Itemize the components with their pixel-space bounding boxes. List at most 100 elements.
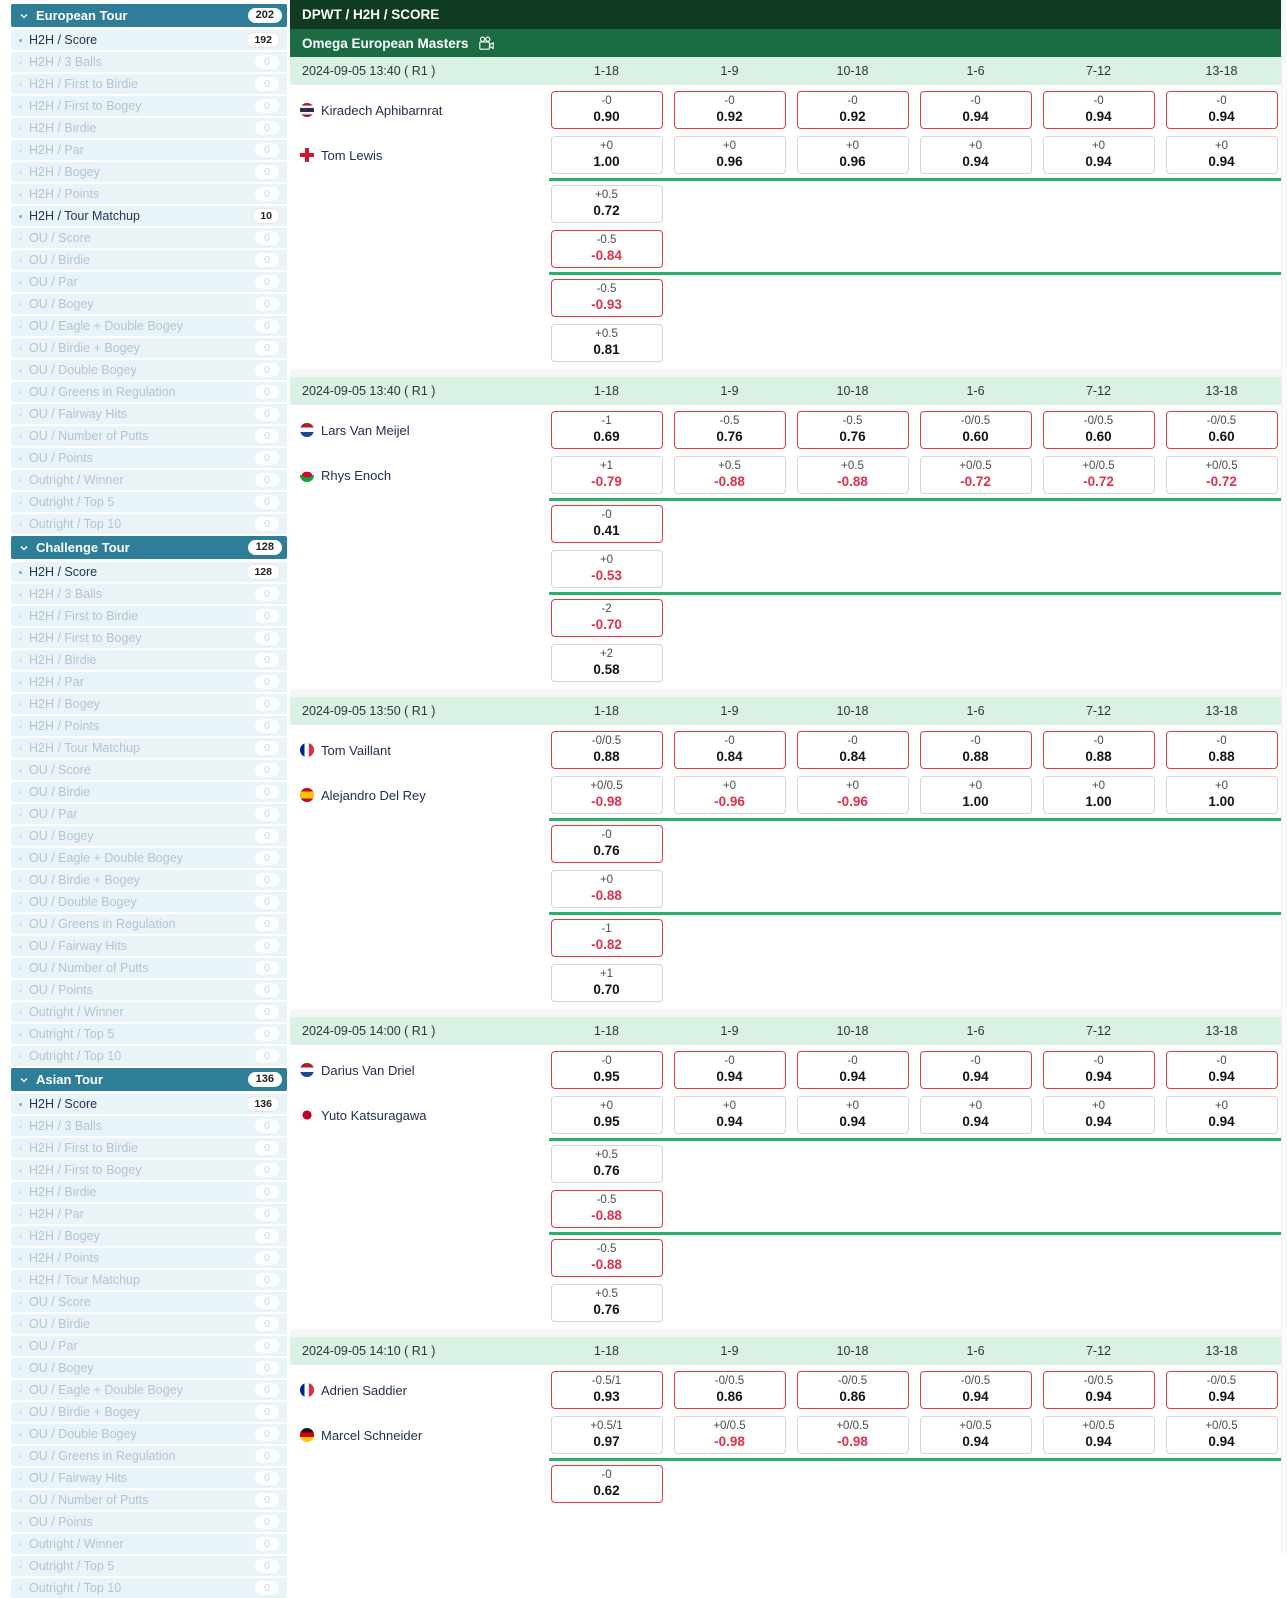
sidebar-item[interactable]: H2H / Birdie 0 xyxy=(11,1182,287,1202)
sidebar-item[interactable]: OU / Score 0 xyxy=(11,760,287,780)
sidebar-item[interactable]: H2H / Par 0 xyxy=(11,140,287,160)
odds-box[interactable]: -1 -0.82 xyxy=(550,919,663,957)
odds-box[interactable]: -0/0.5 0.60 xyxy=(1165,411,1278,449)
odds-box[interactable]: -0 0.62 xyxy=(550,1465,663,1503)
odds-box[interactable]: +0 1.00 xyxy=(1042,776,1155,814)
sidebar-item[interactable]: OU / Eagle + Double Bogey 0 xyxy=(11,316,287,336)
odds-box[interactable]: +0 1.00 xyxy=(1165,776,1278,814)
sidebar-item[interactable]: OU / Birdie + Bogey 0 xyxy=(11,1402,287,1422)
odds-box[interactable]: -0 0.94 xyxy=(919,91,1032,129)
odds-box[interactable]: +0/0.5 -0.72 xyxy=(1165,456,1278,494)
odds-box[interactable]: -0.5 0.76 xyxy=(673,411,786,449)
odds-box[interactable]: -0 0.84 xyxy=(673,731,786,769)
odds-box[interactable]: -0/0.5 0.60 xyxy=(1042,411,1155,449)
odds-box[interactable]: +0.5 0.76 xyxy=(550,1145,663,1183)
odds-box[interactable]: +0/0.5 -0.98 xyxy=(796,1416,909,1454)
tour-section-header[interactable]: Asian Tour 136 xyxy=(11,1068,287,1091)
sidebar-item[interactable]: OU / Birdie 0 xyxy=(11,250,287,270)
tour-section-header[interactable]: Challenge Tour 128 xyxy=(11,536,287,559)
sidebar-item[interactable]: OU / Bogey 0 xyxy=(11,826,287,846)
odds-box[interactable]: -0 0.41 xyxy=(550,505,663,543)
odds-box[interactable]: -0.5 0.76 xyxy=(796,411,909,449)
sidebar-item[interactable]: H2H / Points 0 xyxy=(11,184,287,204)
odds-box[interactable]: +0 0.94 xyxy=(673,1096,786,1134)
odds-box[interactable]: +0.5 0.72 xyxy=(550,185,663,223)
sidebar-item[interactable]: OU / Number of Putts 0 xyxy=(11,958,287,978)
sidebar-item[interactable]: H2H / First to Birdie 0 xyxy=(11,1138,287,1158)
sidebar-item[interactable]: Outright / Top 5 0 xyxy=(11,492,287,512)
odds-box[interactable]: +0 0.95 xyxy=(550,1096,663,1134)
odds-box[interactable]: -0 0.94 xyxy=(1165,1051,1278,1089)
odds-box[interactable]: -0 0.92 xyxy=(673,91,786,129)
sidebar-item[interactable]: H2H / Bogey 0 xyxy=(11,162,287,182)
sidebar-item[interactable]: Outright / Top 10 0 xyxy=(11,514,287,534)
odds-box[interactable]: +0.5 0.76 xyxy=(550,1284,663,1322)
sidebar-item[interactable]: H2H / Birdie 0 xyxy=(11,650,287,670)
video-camera-icon[interactable] xyxy=(478,36,494,51)
odds-box[interactable]: -0.5 -0.88 xyxy=(550,1239,663,1277)
sidebar-item[interactable]: H2H / First to Bogey 0 xyxy=(11,628,287,648)
odds-box[interactable]: -0/0.5 0.94 xyxy=(1165,1371,1278,1409)
odds-box[interactable]: +0.5 0.81 xyxy=(550,324,663,362)
odds-box[interactable]: -0 0.84 xyxy=(796,731,909,769)
odds-box[interactable]: -0 0.94 xyxy=(673,1051,786,1089)
odds-box[interactable]: +1 0.70 xyxy=(550,964,663,1002)
odds-box[interactable]: +0 0.94 xyxy=(919,136,1032,174)
odds-box[interactable]: -0 0.88 xyxy=(919,731,1032,769)
sidebar-item[interactable]: H2H / Points 0 xyxy=(11,1248,287,1268)
sidebar-item[interactable]: OU / Greens in Regulation 0 xyxy=(11,382,287,402)
sidebar-item[interactable]: H2H / First to Birdie 0 xyxy=(11,606,287,626)
sidebar-item[interactable]: H2H / First to Bogey 0 xyxy=(11,1160,287,1180)
odds-box[interactable]: -0 0.95 xyxy=(550,1051,663,1089)
sidebar-item[interactable]: OU / Eagle + Double Bogey 0 xyxy=(11,1380,287,1400)
odds-box[interactable]: +0 -0.96 xyxy=(796,776,909,814)
sidebar-item[interactable]: OU / Birdie + Bogey 0 xyxy=(11,870,287,890)
sidebar-item[interactable]: OU / Number of Putts 0 xyxy=(11,1490,287,1510)
odds-box[interactable]: +0/0.5 -0.72 xyxy=(919,456,1032,494)
tour-section-header[interactable]: European Tour 202 xyxy=(11,4,287,27)
sidebar-item[interactable]: OU / Points 0 xyxy=(11,1512,287,1532)
sidebar-item[interactable]: H2H / Points 0 xyxy=(11,716,287,736)
sidebar-item[interactable]: OU / Bogey 0 xyxy=(11,294,287,314)
sidebar-item[interactable]: H2H / 3 Balls 0 xyxy=(11,52,287,72)
odds-box[interactable]: -0/0.5 0.88 xyxy=(550,731,663,769)
odds-box[interactable]: +0.5/1 0.97 xyxy=(550,1416,663,1454)
odds-box[interactable]: +0/0.5 0.94 xyxy=(1042,1416,1155,1454)
odds-box[interactable]: -0 0.94 xyxy=(919,1051,1032,1089)
sidebar-item[interactable]: H2H / Bogey 0 xyxy=(11,1226,287,1246)
sidebar-item[interactable]: OU / Par 0 xyxy=(11,1336,287,1356)
odds-box[interactable]: +0/0.5 -0.72 xyxy=(1042,456,1155,494)
odds-box[interactable]: +0/0.5 -0.98 xyxy=(550,776,663,814)
odds-box[interactable]: +2 0.58 xyxy=(550,644,663,682)
sidebar-item[interactable]: OU / Bogey 0 xyxy=(11,1358,287,1378)
odds-box[interactable]: +0 1.00 xyxy=(919,776,1032,814)
sidebar-item[interactable]: Outright / Winner 0 xyxy=(11,1534,287,1554)
sidebar-item[interactable]: OU / Points 0 xyxy=(11,980,287,1000)
odds-box[interactable]: +0/0.5 -0.98 xyxy=(673,1416,786,1454)
odds-box[interactable]: +0 0.94 xyxy=(796,1096,909,1134)
sidebar-item[interactable]: H2H / Score 192 xyxy=(11,30,287,50)
sidebar-item[interactable]: H2H / Tour Matchup 0 xyxy=(11,1270,287,1290)
sidebar-item[interactable]: Outright / Winner 0 xyxy=(11,470,287,490)
sidebar-item[interactable]: H2H / First to Birdie 0 xyxy=(11,74,287,94)
sidebar-item[interactable]: Outright / Top 10 0 xyxy=(11,1046,287,1066)
odds-box[interactable]: -0.5/1 0.93 xyxy=(550,1371,663,1409)
sidebar-item[interactable]: OU / Greens in Regulation 0 xyxy=(11,914,287,934)
sidebar-item[interactable]: OU / Score 0 xyxy=(11,1292,287,1312)
odds-box[interactable]: +0 -0.53 xyxy=(550,550,663,588)
sidebar-item[interactable]: OU / Number of Putts 0 xyxy=(11,426,287,446)
sidebar-item[interactable]: OU / Par 0 xyxy=(11,272,287,292)
sidebar-item[interactable]: H2H / Bogey 0 xyxy=(11,694,287,714)
odds-box[interactable]: +0 1.00 xyxy=(550,136,663,174)
sidebar-item[interactable]: H2H / Score 136 xyxy=(11,1094,287,1114)
sidebar-item[interactable]: Outright / Winner 0 xyxy=(11,1002,287,1022)
odds-box[interactable]: -0 0.88 xyxy=(1165,731,1278,769)
sidebar-item[interactable]: H2H / 3 Balls 0 xyxy=(11,584,287,604)
sidebar-item[interactable]: Outright / Top 5 0 xyxy=(11,1024,287,1044)
odds-box[interactable]: +0 -0.96 xyxy=(673,776,786,814)
odds-box[interactable]: -0.5 -0.93 xyxy=(550,279,663,317)
odds-box[interactable]: -0 0.94 xyxy=(1042,91,1155,129)
odds-box[interactable]: +0.5 -0.88 xyxy=(796,456,909,494)
sidebar-item[interactable]: OU / Score 0 xyxy=(11,228,287,248)
odds-box[interactable]: +0 0.94 xyxy=(1042,1096,1155,1134)
